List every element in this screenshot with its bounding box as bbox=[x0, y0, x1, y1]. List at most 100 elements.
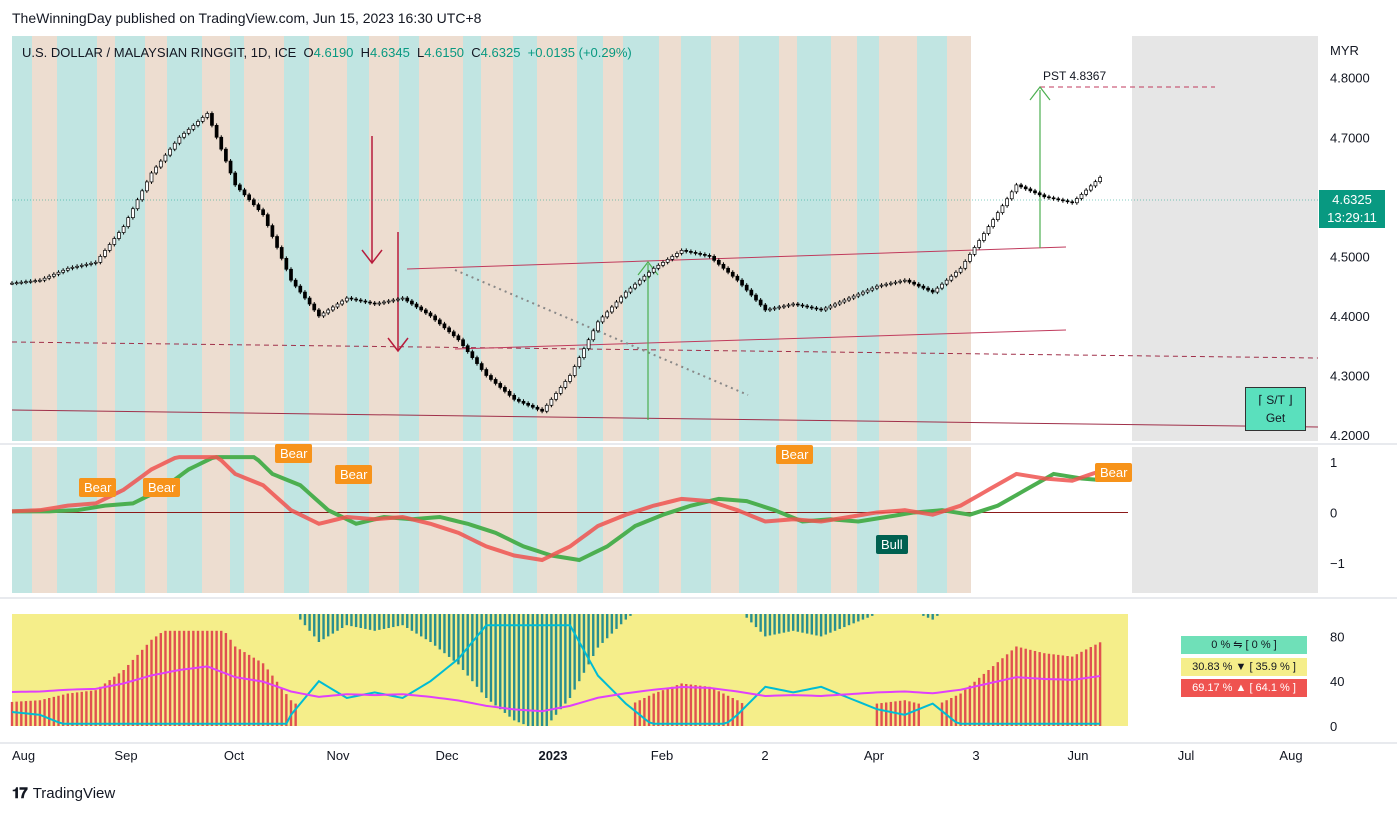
candle-body bbox=[596, 321, 600, 332]
candle-body bbox=[93, 261, 98, 264]
bull-vol-bar bbox=[722, 693, 725, 726]
candle-body bbox=[75, 265, 79, 268]
chart-canvas[interactable]: PST 4.8367 4.80004.70004.60004.50004.400… bbox=[0, 32, 1397, 777]
close-label: C bbox=[471, 45, 481, 60]
bull-vol-bar bbox=[131, 659, 135, 726]
bear-vol-bar bbox=[526, 614, 530, 726]
bear-vol-bar bbox=[461, 614, 465, 670]
candle-body bbox=[368, 301, 372, 304]
candle-body bbox=[149, 172, 154, 183]
bear-vol-bar bbox=[754, 614, 758, 628]
candle-body bbox=[1000, 205, 1005, 214]
low-label: L bbox=[417, 45, 425, 60]
bull-vol-bar bbox=[34, 700, 37, 726]
bg-band bbox=[917, 447, 947, 593]
candle-body bbox=[786, 304, 791, 307]
candle-body bbox=[907, 279, 912, 283]
time-tick-label: Oct bbox=[224, 748, 245, 763]
candle-body bbox=[782, 305, 786, 308]
candle-body bbox=[261, 209, 265, 216]
candle-body bbox=[1074, 198, 1079, 204]
bull-vol-bar bbox=[182, 630, 186, 726]
candle-body bbox=[1093, 181, 1098, 187]
bull-vol-bar bbox=[127, 664, 130, 726]
candle-body bbox=[326, 309, 331, 314]
bull-vol-bar bbox=[220, 630, 223, 726]
candle-body bbox=[238, 184, 242, 191]
candle-body bbox=[289, 268, 293, 281]
bg-band bbox=[513, 447, 537, 593]
bull-vol-bar bbox=[1084, 649, 1088, 726]
bear-label: Bear bbox=[79, 478, 117, 497]
bull-vol-bar bbox=[740, 703, 744, 726]
bg-band bbox=[145, 36, 167, 441]
bear-vol-bar bbox=[610, 614, 614, 634]
candle-body bbox=[884, 283, 889, 286]
bear-vol-bar bbox=[624, 614, 627, 620]
candle-body bbox=[949, 275, 954, 281]
bear-vol-bar bbox=[857, 614, 860, 622]
bull-vol-bar bbox=[1033, 650, 1037, 726]
candle-body bbox=[293, 279, 298, 287]
candle-body bbox=[679, 250, 684, 254]
candle-body bbox=[79, 264, 84, 267]
candle-body bbox=[833, 303, 837, 307]
bear-vol-bar bbox=[796, 614, 800, 632]
bear-vol-bar bbox=[601, 614, 604, 643]
candle-body bbox=[954, 271, 958, 277]
candle-body bbox=[642, 275, 647, 281]
bg-band bbox=[115, 447, 145, 593]
candle-body bbox=[563, 381, 568, 388]
bg-band bbox=[347, 36, 369, 441]
time-tick-label: Apr bbox=[864, 748, 885, 763]
tradingview-logo[interactable]: 𝟏𝟕 TradingView bbox=[12, 785, 115, 802]
oscillator-pane bbox=[11, 455, 1128, 563]
price-tick-label: 4.2000 bbox=[1330, 428, 1370, 443]
bear-vol-bar bbox=[619, 614, 623, 625]
bear-vol-bar bbox=[926, 614, 930, 618]
bull-vol-bar bbox=[261, 663, 265, 726]
bull-vol-bar bbox=[885, 702, 888, 726]
bull-vol-bar bbox=[1043, 653, 1046, 726]
bear-vol-bar bbox=[317, 614, 321, 642]
bg-band bbox=[463, 447, 481, 593]
candle-body bbox=[242, 189, 247, 196]
bull-vol-bar bbox=[991, 666, 995, 726]
candle-body bbox=[98, 256, 103, 263]
candle-body bbox=[112, 238, 117, 245]
low-value: 4.6150 bbox=[424, 45, 465, 60]
candle-body bbox=[1037, 192, 1042, 196]
candle-body bbox=[614, 301, 619, 308]
candle-body bbox=[61, 269, 66, 273]
bull-label: Bull bbox=[876, 535, 908, 554]
time-tick-label: Jun bbox=[1068, 748, 1089, 763]
bear-vol-bar bbox=[396, 614, 400, 627]
candle-body bbox=[549, 398, 554, 406]
bear-vol-bar bbox=[531, 614, 534, 726]
bull-vol-bar bbox=[154, 636, 158, 726]
bull-vol-bar bbox=[136, 654, 139, 726]
bear-vol-bar bbox=[382, 614, 386, 629]
fast-band bbox=[11, 455, 1101, 563]
bull-vol-bar bbox=[192, 630, 195, 726]
bear-vol-bar bbox=[773, 614, 776, 635]
candle-body bbox=[284, 258, 289, 270]
candle-body bbox=[1065, 200, 1070, 203]
bear-vol-bar bbox=[554, 614, 558, 715]
bg-band bbox=[681, 447, 711, 593]
candle-body bbox=[823, 307, 828, 311]
bull-vol-bar bbox=[638, 700, 641, 726]
volume-pane bbox=[10, 614, 1128, 726]
candle-body bbox=[424, 309, 428, 314]
candle-body bbox=[503, 387, 507, 392]
bear-vol-bar bbox=[829, 614, 832, 633]
candle-body bbox=[1005, 198, 1009, 207]
candle-body bbox=[65, 267, 70, 271]
bull-vol-bar bbox=[1005, 654, 1009, 726]
candle-body bbox=[405, 297, 410, 302]
bull-vol-bar bbox=[945, 700, 948, 726]
bear-vol-bar bbox=[815, 614, 818, 636]
candle-body bbox=[1023, 186, 1028, 190]
bear-vol-bar bbox=[931, 614, 934, 620]
bull-vol-bar bbox=[215, 630, 218, 726]
